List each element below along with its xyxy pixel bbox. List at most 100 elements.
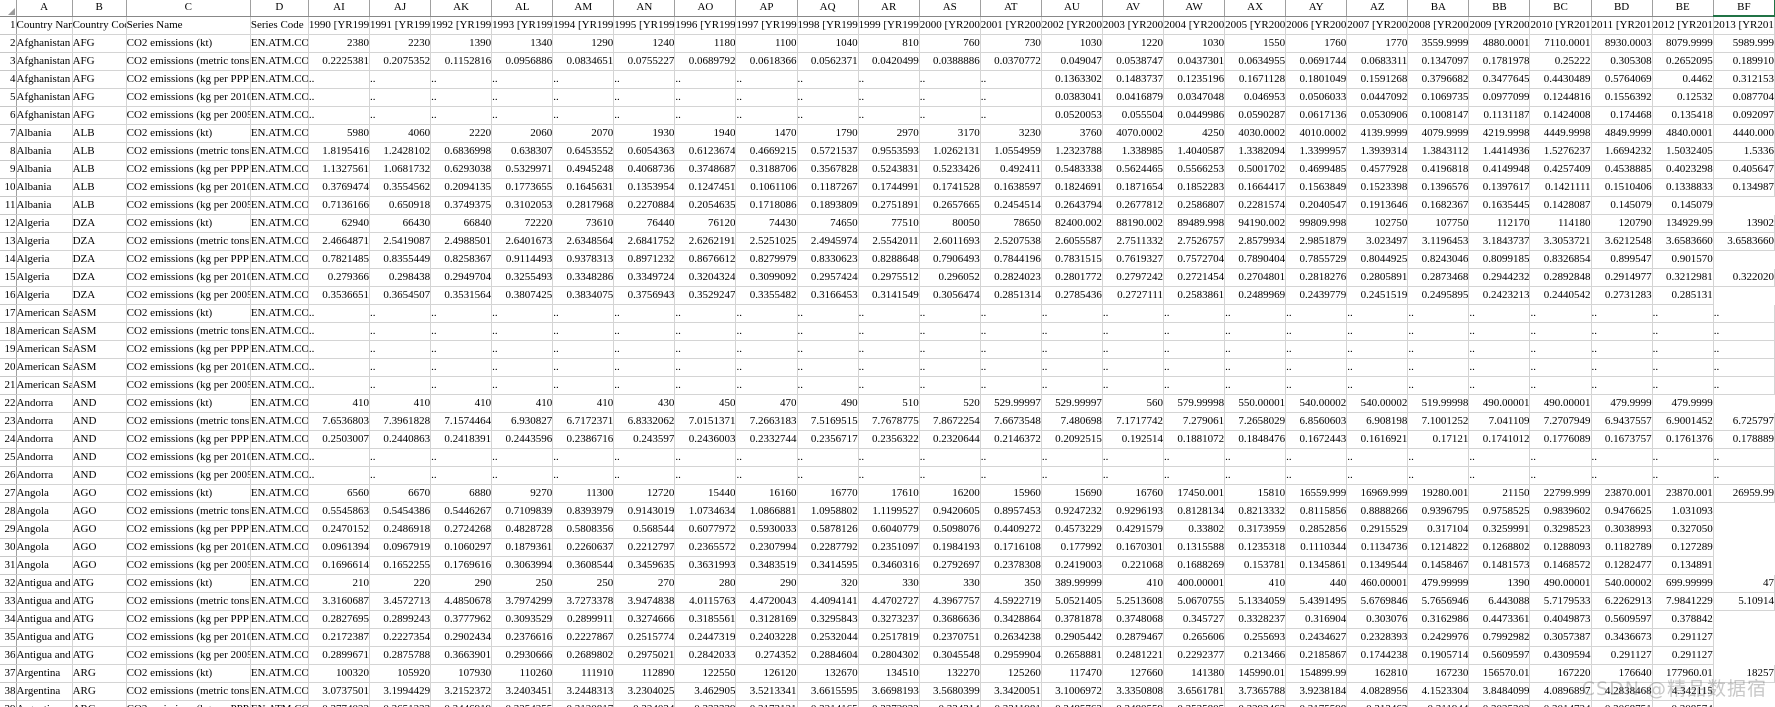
table-cell[interactable]: .. [369, 340, 432, 359]
table-cell[interactable]: .. [797, 304, 859, 323]
table-cell[interactable]: 2.6011693 [919, 232, 981, 251]
table-cell[interactable]: 3.5213341 [735, 682, 798, 701]
table-cell[interactable]: EN.ATM.CO2E.PP.GD [250, 610, 309, 629]
table-cell[interactable]: 0.291127 [1591, 646, 1653, 665]
table-cell[interactable]: 6.908198 [1346, 412, 1409, 431]
table-cell[interactable]: 0.2899671 [308, 646, 370, 665]
table-cell[interactable]: 4840.0001 [1652, 124, 1714, 143]
table-cell[interactable]: 0.2949704 [430, 268, 493, 287]
table-cell[interactable]: 0.1131187 [1468, 106, 1531, 125]
table-cell[interactable]: 0.1315588 [1163, 538, 1226, 557]
table-cell[interactable]: 0.6836998 [430, 142, 493, 161]
table-cell[interactable]: 89489.998 [1163, 214, 1226, 233]
table-cell[interactable]: 280 [674, 574, 737, 593]
table-cell[interactable]: 1030 [1041, 34, 1103, 53]
table-cell[interactable]: .. [552, 106, 615, 125]
table-cell[interactable]: 0.2320644 [919, 430, 981, 449]
table-cell[interactable]: 167220 [1529, 664, 1592, 683]
table-cell[interactable]: 6.443088 [1468, 592, 1531, 611]
table-cell[interactable]: 8930.0003 [1591, 34, 1653, 53]
table-cell[interactable]: .. [797, 88, 859, 107]
table-cell[interactable]: Angola [16, 502, 73, 521]
table-cell[interactable]: 13902 [1713, 214, 1775, 233]
table-cell[interactable]: 0.2172387 [308, 628, 370, 647]
table-cell[interactable]: 0.1718086 [735, 196, 798, 215]
table-cell[interactable]: 0.3259991 [1468, 520, 1531, 539]
table-cell[interactable]: 0.3328237 [1224, 610, 1287, 629]
table-cell[interactable]: 0.7572704 [1163, 250, 1226, 269]
table-cell[interactable]: .. [1591, 466, 1653, 485]
table-cell[interactable]: 7.5169515 [797, 412, 859, 431]
table-cell[interactable]: 0.1769616 [430, 556, 493, 575]
table-cell[interactable]: .. [308, 106, 370, 125]
table-cell[interactable]: 2.7511332 [1102, 232, 1165, 251]
table-cell[interactable]: .. [674, 448, 737, 467]
table-cell[interactable]: 77510 [858, 214, 920, 233]
table-cell[interactable]: 0.3749375 [430, 196, 493, 215]
table-cell[interactable]: .. [674, 358, 737, 377]
table-cell[interactable]: 6.725797 [1713, 412, 1775, 431]
table-cell[interactable]: American Samoa [16, 322, 73, 341]
table-cell[interactable]: .. [552, 376, 615, 395]
table-cell[interactable]: 120790 [1591, 214, 1653, 233]
table-cell[interactable]: .. [308, 358, 370, 377]
row-header[interactable]: 5 [0, 88, 17, 107]
table-cell[interactable]: 0.3056474 [919, 286, 981, 305]
table-cell[interactable]: 0.0530906 [1346, 106, 1409, 125]
table-cell[interactable]: Argentina [16, 700, 73, 707]
table-cell[interactable]: 1.1327561 [308, 160, 370, 179]
table-cell[interactable]: .. [613, 340, 676, 359]
table-cell[interactable]: 1.1199527 [858, 502, 920, 521]
table-cell[interactable]: .. [858, 106, 920, 125]
table-cell[interactable]: 0.3535805 [1163, 700, 1226, 707]
table-cell[interactable]: .. [858, 322, 920, 341]
column-header-be[interactable]: BE [1652, 0, 1714, 17]
table-cell[interactable]: 0.1235318 [1224, 538, 1287, 557]
table-cell[interactable]: Afghanistan [16, 106, 73, 125]
table-cell[interactable]: 0.12532 [1652, 88, 1714, 107]
table-cell[interactable]: .. [308, 340, 370, 359]
table-cell[interactable]: 1.0958802 [797, 502, 859, 521]
table-cell[interactable]: .. [430, 376, 493, 395]
table-cell[interactable]: 1180 [674, 34, 737, 53]
table-cell[interactable]: 529.99997 [1041, 394, 1103, 413]
table-cell[interactable]: 4449.9998 [1529, 124, 1592, 143]
table-cell[interactable]: 4440.000 [1713, 124, 1775, 143]
table-cell[interactable]: 0.3756943 [613, 286, 676, 305]
table-cell[interactable]: 154899.99 [1285, 664, 1348, 683]
row-header[interactable]: 30 [0, 538, 17, 557]
table-cell[interactable]: 0.8888266 [1346, 502, 1409, 521]
table-cell[interactable]: 0.8326854 [1529, 250, 1592, 269]
table-cell[interactable]: 0.2439779 [1285, 286, 1348, 305]
table-cell[interactable]: 16200 [919, 484, 981, 503]
column-title-cell[interactable]: 2008 [YR2008] [1407, 16, 1470, 35]
table-cell[interactable]: 0.1353954 [613, 178, 676, 197]
table-cell[interactable]: 0.6123674 [674, 142, 737, 161]
table-cell[interactable]: 0.2370751 [919, 628, 981, 647]
table-cell[interactable]: 7.2663183 [735, 412, 798, 431]
table-cell[interactable]: 7.2658029 [1224, 412, 1287, 431]
table-cell[interactable]: 15690 [1041, 484, 1103, 503]
table-cell[interactable]: 440 [1285, 574, 1348, 593]
table-cell[interactable]: 66430 [369, 214, 432, 233]
table-cell[interactable]: .. [919, 448, 981, 467]
table-cell[interactable]: .. [735, 448, 798, 467]
column-title-cell[interactable]: 1998 [YR1998] [797, 16, 859, 35]
table-cell[interactable]: 0.3631993 [674, 556, 737, 575]
table-cell[interactable]: 0.3185561 [674, 610, 737, 629]
table-cell[interactable]: .. [1041, 358, 1103, 377]
table-cell[interactable]: 2.9851879 [1285, 232, 1348, 251]
table-cell[interactable]: 0.1645631 [552, 178, 615, 197]
table-cell[interactable]: CO2 emissions (kg per 2010 US$ of GDP) [126, 448, 251, 467]
table-cell[interactable]: 290 [735, 574, 798, 593]
table-cell[interactable]: 0.2307994 [735, 538, 798, 557]
table-cell[interactable]: AGO [72, 520, 127, 539]
table-cell[interactable]: .. [369, 448, 432, 467]
table-cell[interactable]: 5.10914 [1713, 592, 1775, 611]
table-cell[interactable]: 3760 [1041, 124, 1103, 143]
table-cell[interactable]: 3.2403451 [491, 682, 554, 701]
table-cell[interactable]: 0.1635445 [1468, 196, 1531, 215]
